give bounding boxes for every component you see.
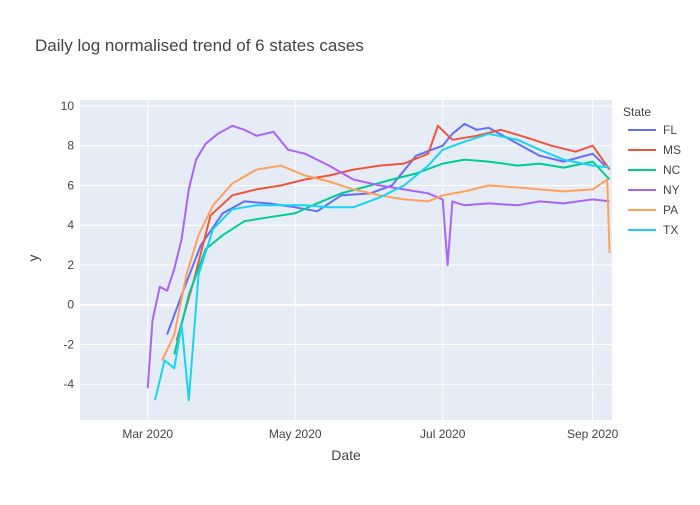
y-tick-label: -4 [63, 377, 74, 391]
legend-label: NC [663, 163, 681, 177]
legend-item-ms[interactable]: MS [628, 143, 681, 157]
plot-area-background [80, 100, 612, 420]
y-tick-label: 4 [67, 218, 74, 232]
y-tick-label: 0 [67, 298, 74, 312]
y-tick-label: 10 [61, 99, 75, 113]
x-tick-label: Sep 2020 [567, 427, 619, 441]
x-tick-label: Jul 2020 [420, 427, 466, 441]
legend-item-fl[interactable]: FL [628, 123, 677, 137]
y-tick-label: 6 [67, 178, 74, 192]
x-axis-label: Date [331, 447, 361, 463]
legend-title[interactable]: State [623, 105, 651, 119]
legend-label: NY [663, 183, 680, 197]
series-line-ms [175, 124, 611, 341]
series-line-pa [161, 164, 611, 361]
legend-item-tx[interactable]: TX [628, 223, 678, 237]
x-tick-label: Mar 2020 [122, 427, 173, 441]
series-line-tx [154, 132, 610, 402]
x-axis-ticks: Mar 2020 May 2020 Jul 2020 Sep 2020 [122, 427, 618, 441]
legend-label: PA [663, 203, 678, 217]
y-tick-label: 2 [67, 258, 74, 272]
plot-area [146, 122, 611, 402]
series-line-fl [166, 122, 606, 335]
legend-label: FL [663, 123, 677, 137]
series-line-ny [146, 124, 610, 389]
legend-item-ny[interactable]: NY [628, 183, 680, 197]
series-line-nc [173, 158, 611, 355]
legend-label: TX [663, 223, 678, 237]
chart-title: Daily log normalised trend of 6 states c… [35, 36, 364, 55]
legend-item-pa[interactable]: PA [628, 203, 678, 217]
legend-label: MS [663, 143, 681, 157]
legend[interactable]: FL MS NC NY PA TX [628, 123, 681, 237]
y-axis-label: y [25, 255, 41, 262]
y-axis-ticks: -4 -2 0 2 4 6 8 10 [61, 99, 75, 391]
x-tick-label: May 2020 [269, 427, 322, 441]
legend-item-nc[interactable]: NC [628, 163, 681, 177]
y-tick-label: -2 [63, 337, 74, 351]
y-tick-label: 8 [67, 139, 74, 153]
